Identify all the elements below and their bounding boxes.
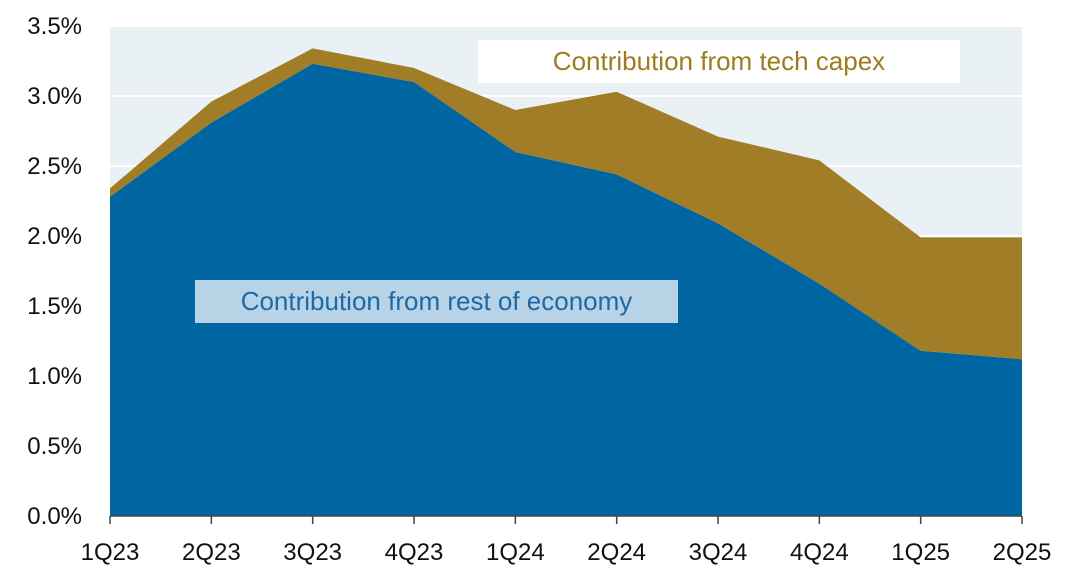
x-tick-label: 3Q24: [689, 539, 748, 566]
tech-capex-label: Contribution from tech capex: [478, 40, 960, 83]
x-tick-label: 4Q24: [790, 539, 849, 566]
x-tick-label: 2Q25: [993, 539, 1052, 566]
y-tick-label: 0.0%: [27, 503, 82, 530]
y-tick-label: 2.5%: [27, 153, 82, 180]
x-tick-label: 1Q23: [81, 539, 140, 566]
y-tick-label: 2.0%: [27, 223, 82, 250]
x-tick-label: 1Q24: [486, 539, 545, 566]
y-tick-label: 3.5%: [27, 13, 82, 40]
y-tick-label: 0.5%: [27, 433, 82, 460]
x-tick-label: 2Q23: [182, 539, 241, 566]
y-tick-label: 1.5%: [27, 293, 82, 320]
x-tick-label: 4Q23: [385, 539, 444, 566]
rest-of-economy-label: Contribution from rest of economy: [195, 280, 678, 323]
x-tick-label: 1Q25: [891, 539, 950, 566]
y-tick-label: 3.0%: [27, 83, 82, 110]
area-series-1: [110, 48, 1022, 360]
x-tick-label: 2Q24: [587, 539, 646, 566]
x-tick-label: 3Q23: [283, 539, 342, 566]
y-tick-label: 1.0%: [27, 363, 82, 390]
